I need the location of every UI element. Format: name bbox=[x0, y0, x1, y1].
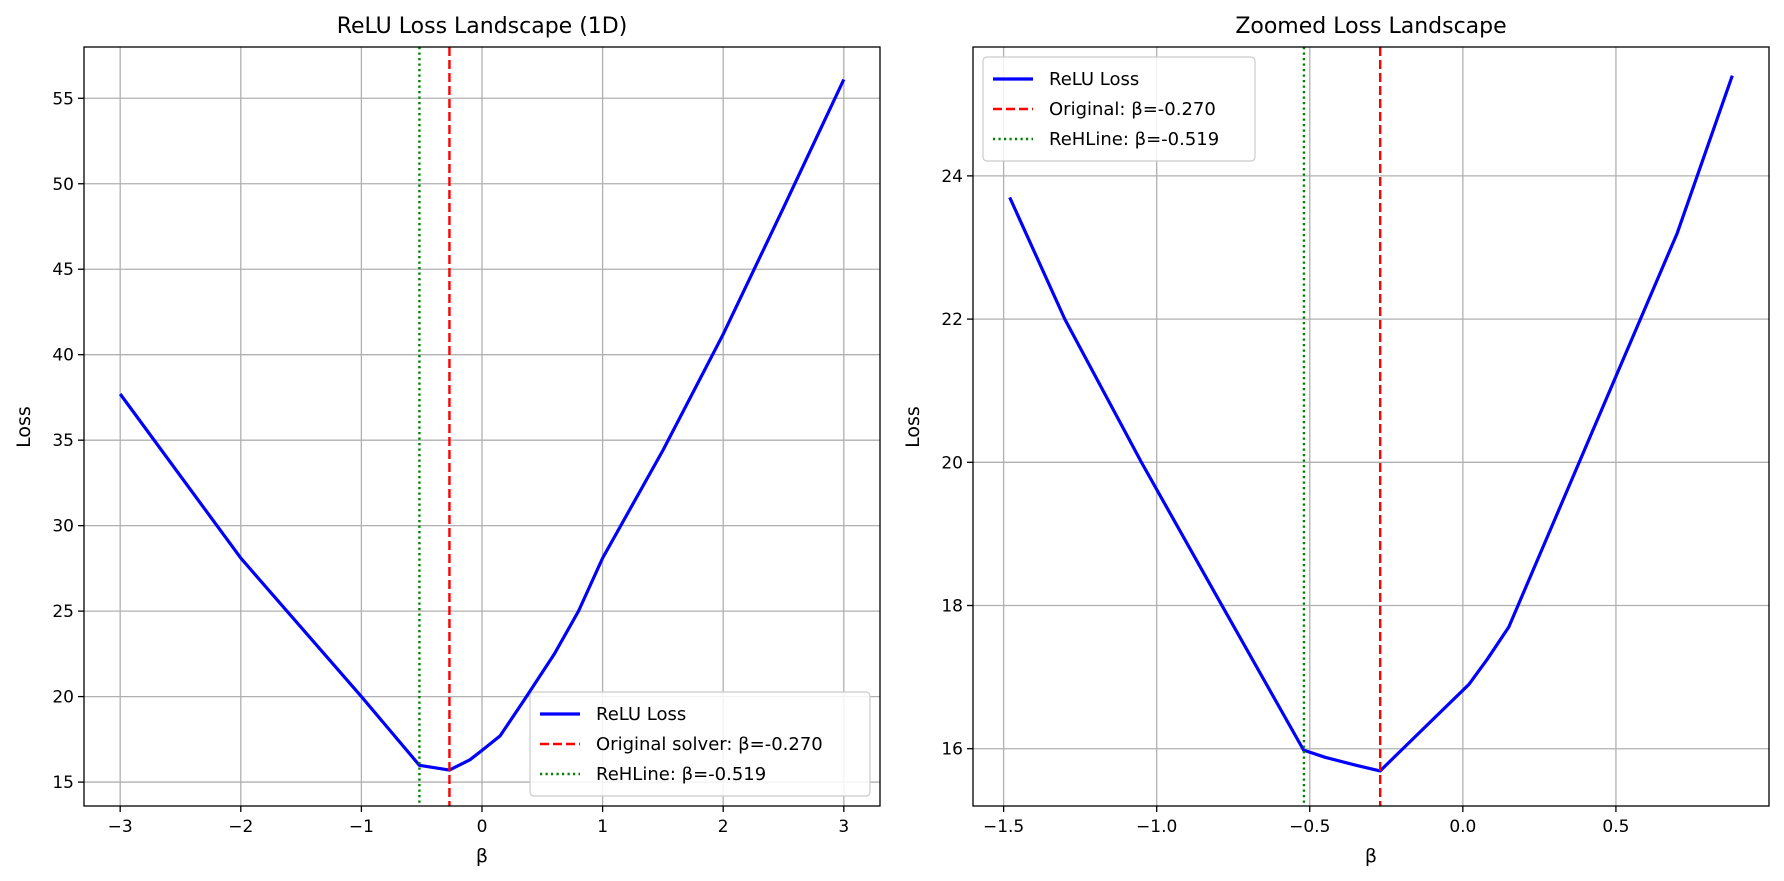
x-tick-label: 3 bbox=[838, 817, 849, 837]
x-tick-label: −3 bbox=[108, 817, 133, 837]
legend-label: ReLU Loss bbox=[1049, 69, 1139, 90]
y-tick-label: 20 bbox=[941, 453, 963, 473]
y-tick-label: 16 bbox=[941, 740, 963, 760]
y-tick-label: 50 bbox=[52, 175, 74, 195]
y-tick-label: 55 bbox=[52, 89, 74, 109]
chart-title: Zoomed Loss Landscape bbox=[1235, 14, 1506, 39]
x-tick-label: 0 bbox=[477, 817, 488, 837]
y-tick-label: 30 bbox=[52, 517, 74, 537]
x-tick-label: −1.5 bbox=[983, 817, 1024, 837]
ticks: −1.5 −1.0 −0.5 0.0 0.5 16 18 20 22 24 bbox=[941, 167, 1629, 837]
y-axis-label: Loss bbox=[13, 406, 35, 448]
axes-frame bbox=[972, 46, 1770, 807]
chart-title: ReLU Loss Landscape (1D) bbox=[337, 14, 628, 39]
legend: ReLU Loss Original: β=-0.270 ReHLine: β=-0… bbox=[982, 56, 1256, 162]
legend-label: ReHLine: β=-0.519 bbox=[596, 764, 766, 785]
x-tick-label: 0.0 bbox=[1449, 817, 1476, 837]
y-tick-label: 45 bbox=[52, 260, 74, 280]
y-tick-label: 18 bbox=[941, 597, 963, 617]
x-tick-label: −2 bbox=[228, 817, 253, 837]
x-tick-label: −1 bbox=[349, 817, 374, 837]
y-tick-label: 40 bbox=[52, 346, 74, 366]
y-tick-label: 24 bbox=[941, 167, 963, 187]
legend-label: Original: β=-0.270 bbox=[1049, 99, 1216, 120]
y-tick-label: 35 bbox=[52, 431, 74, 451]
legend-label: ReLU Loss bbox=[596, 704, 686, 725]
y-tick-label: 15 bbox=[52, 773, 74, 793]
panel-zoomed-loss-landscape: Zoomed Loss Landscape β Loss −1.5 −1.0 −0.… bbox=[902, 14, 1770, 867]
y-tick-label: 20 bbox=[52, 688, 74, 708]
x-tick-label: −1.0 bbox=[1136, 817, 1177, 837]
series-line-0 bbox=[1008, 75, 1734, 773]
x-tick-label: 1 bbox=[597, 817, 608, 837]
ticks: −3 −2 −1 0 1 2 3 15 20 25 30 35 40 45 50 55 bbox=[52, 89, 849, 837]
grid bbox=[84, 47, 880, 806]
legend-label: ReHLine: β=-0.519 bbox=[1049, 129, 1219, 150]
legend: ReLU Loss Original solver: β=-0.270 ReHLin… bbox=[529, 691, 871, 797]
y-axis-label: Loss bbox=[902, 406, 924, 448]
legend-label: Original solver: β=-0.270 bbox=[596, 734, 823, 755]
x-axis-label: β bbox=[1365, 845, 1377, 867]
y-tick-label: 22 bbox=[941, 310, 963, 330]
x-tick-label: −0.5 bbox=[1289, 817, 1330, 837]
series-line-0 bbox=[118, 78, 846, 772]
plot-area bbox=[118, 47, 846, 806]
plot-area bbox=[1008, 47, 1734, 806]
y-tick-label: 25 bbox=[52, 602, 74, 622]
legend-box bbox=[982, 56, 1256, 162]
panel-relu-loss-landscape: ReLU Loss Landscape (1D) β Loss −3 −2 −1 0 1… bbox=[13, 14, 881, 867]
x-tick-label: 0.5 bbox=[1602, 817, 1629, 837]
x-tick-label: 2 bbox=[718, 817, 729, 837]
grid bbox=[973, 47, 1769, 806]
legend-box bbox=[529, 691, 871, 797]
x-axis-label: β bbox=[476, 845, 488, 867]
